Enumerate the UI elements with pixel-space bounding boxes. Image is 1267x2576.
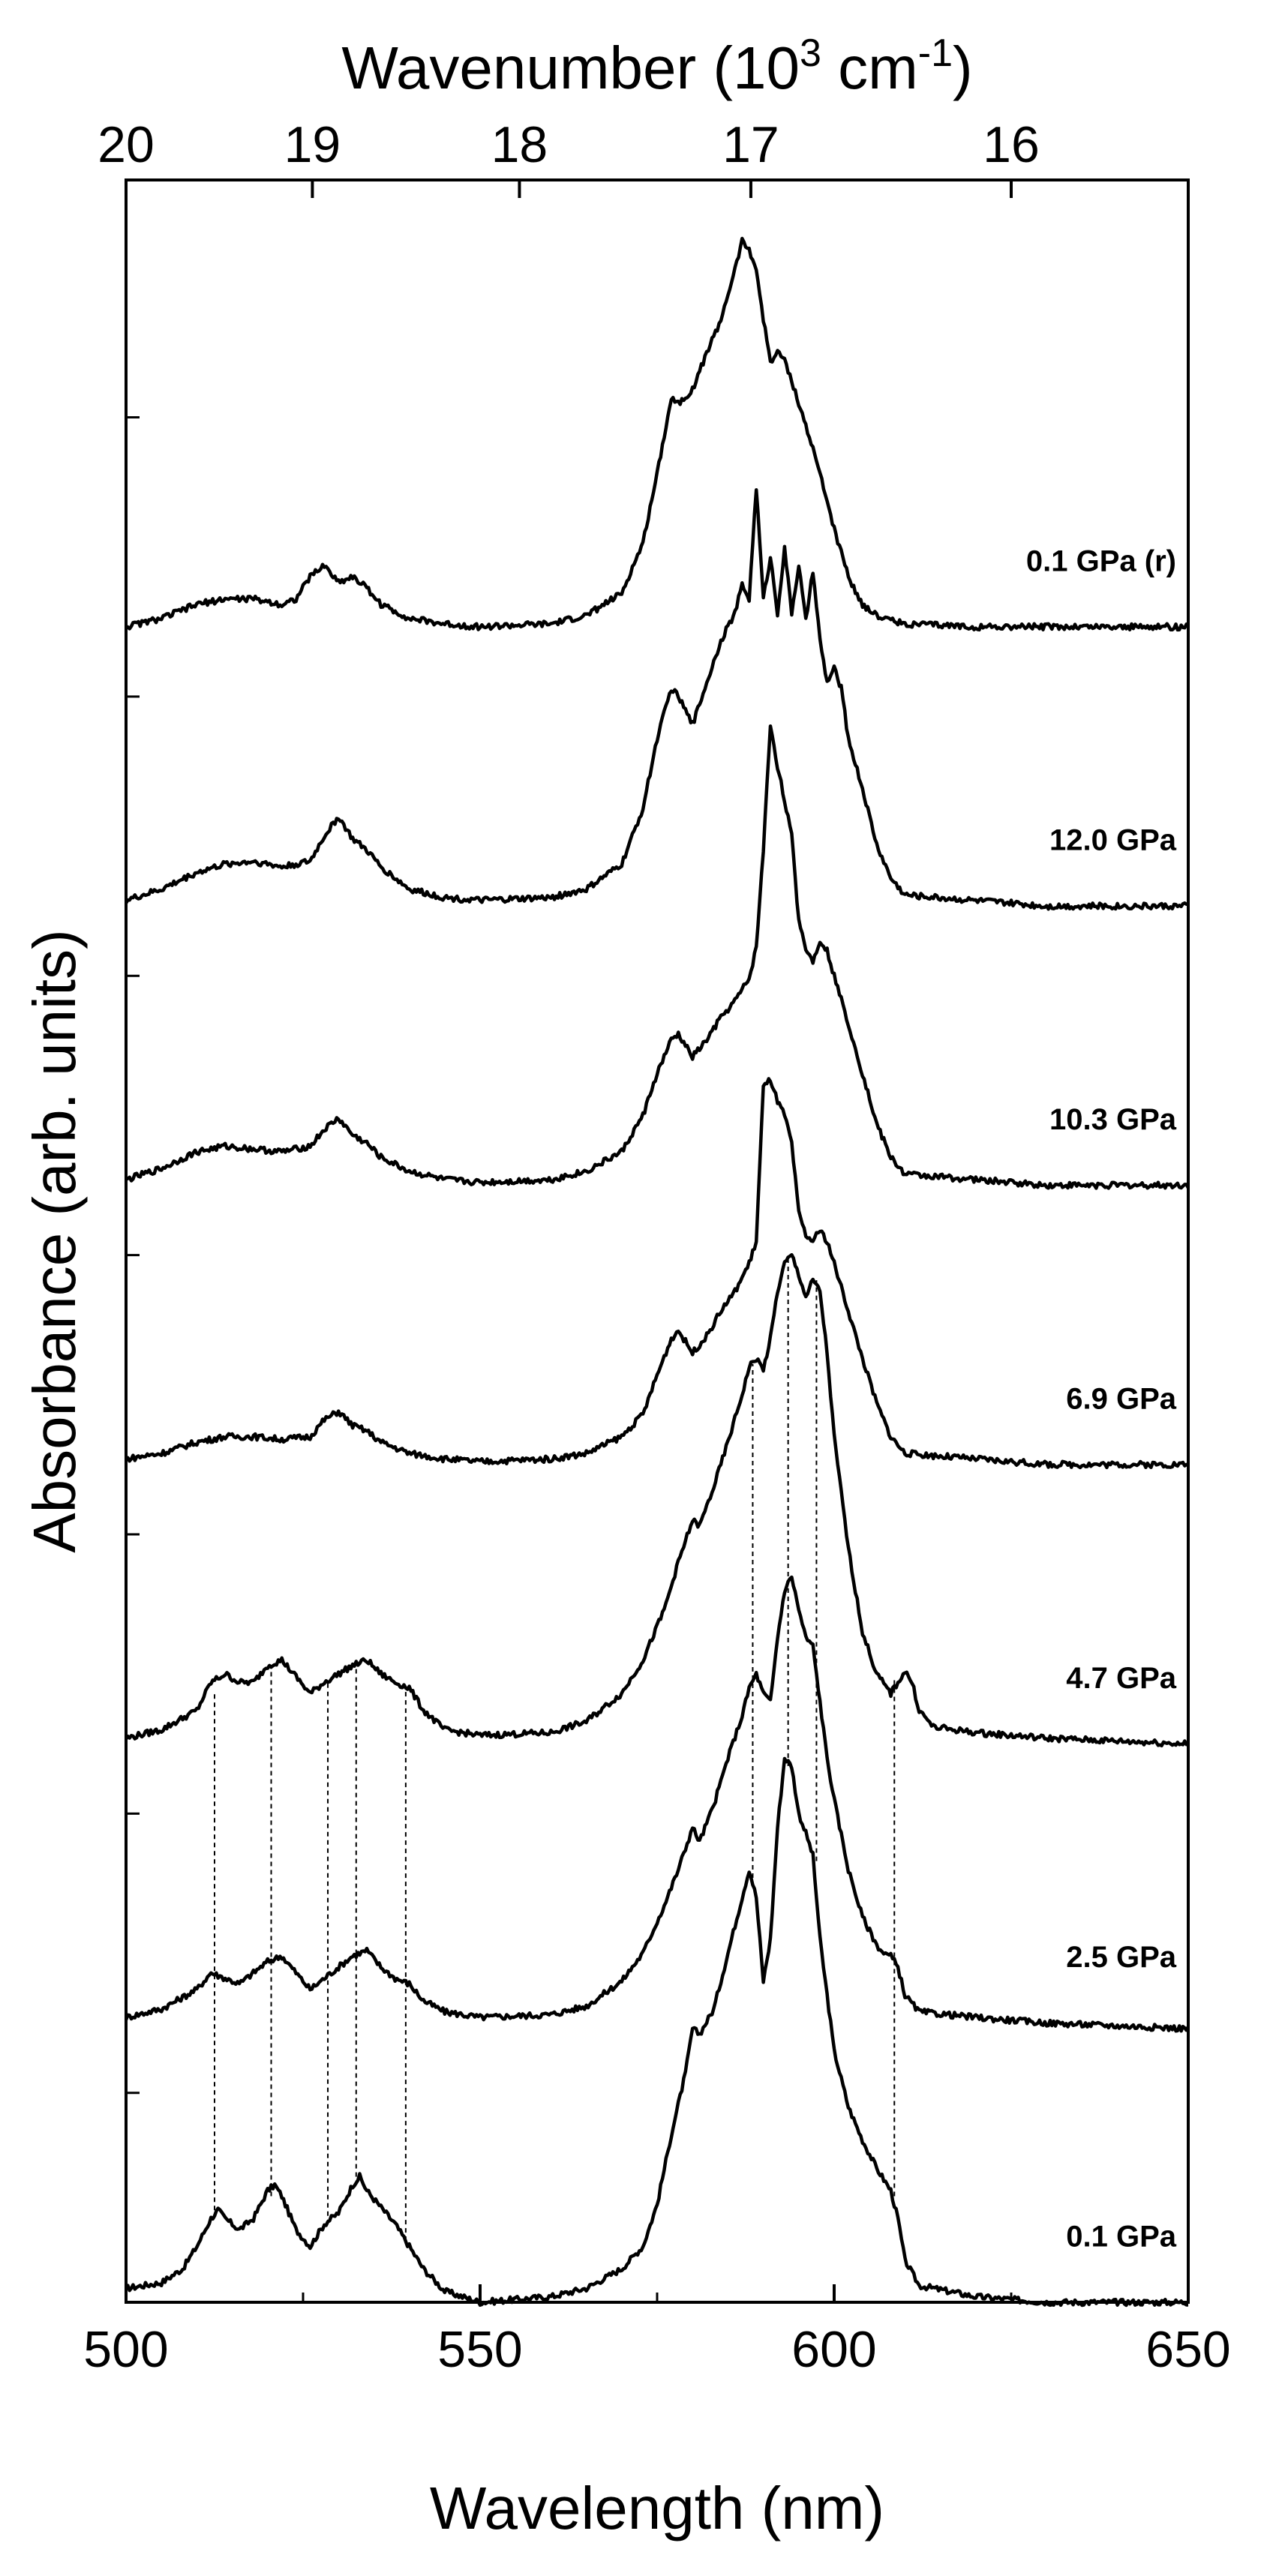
plot-frame — [125, 178, 1190, 2304]
left-axis-ticks — [126, 416, 140, 2095]
y-axis-title: Absorbance (arb. units) — [21, 929, 88, 1553]
spectra-traces — [124, 236, 1190, 2308]
series-label-6: 0.1 GPa (r) — [1026, 544, 1176, 577]
top-tick-label-0: 20 — [98, 116, 155, 173]
top-axis-ticks: 201918171615 — [98, 116, 1040, 198]
series-line-5 — [125, 487, 1189, 911]
series-line-3 — [125, 1077, 1190, 1470]
series-line-0 — [125, 1756, 1188, 2308]
series-label-2: 4.7 GPa — [1066, 1662, 1177, 1695]
peak-guide-lines — [214, 1258, 896, 2242]
top-tick-label-4: 16 — [983, 116, 1040, 173]
series-label-1: 2.5 GPa — [1066, 1941, 1177, 1974]
series-label-5: 12.0 GPa — [1049, 824, 1177, 857]
top-tick-label-1: 19 — [284, 116, 341, 173]
series-line-2 — [125, 1252, 1190, 1748]
series-label-0: 0.1 GPa — [1066, 2221, 1177, 2254]
x-axis-title: Wavelength (nm) — [430, 2475, 884, 2542]
series-line-4 — [125, 724, 1190, 1190]
bottom-axis-ticks: 500 550 600 650 — [83, 2284, 1231, 2378]
series-line-6 — [125, 236, 1190, 632]
x-tick-label-3: 650 — [1145, 2321, 1230, 2378]
top-axis-title: Wavenumber (103 cm-1) — [341, 31, 972, 101]
top-tick-label-2: 18 — [491, 116, 548, 173]
series-label-3: 6.9 GPa — [1066, 1382, 1177, 1415]
x-tick-label-1: 550 — [437, 2321, 522, 2378]
x-tick-label-0: 500 — [83, 2321, 168, 2378]
top-tick-label-3: 17 — [722, 116, 779, 173]
x-tick-label-2: 600 — [791, 2321, 876, 2378]
series-labels: 0.1 GPa 2.5 GPa 4.7 GPa 6.9 GPa 10.3 GPa 12.0… — [1026, 544, 1177, 2253]
series-label-4: 10.3 GPa — [1049, 1103, 1177, 1136]
series-line-1 — [124, 1575, 1190, 2033]
